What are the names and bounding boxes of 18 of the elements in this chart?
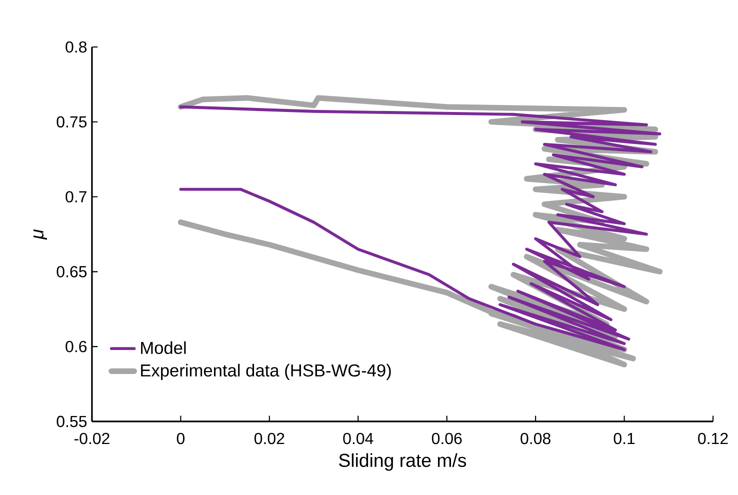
y-tick-label: 0.8 [66,41,87,53]
legend-label: Model [141,341,186,354]
y-tick-label: 0.65 [56,266,87,278]
x-tick-label: -0.02 [74,432,110,444]
x-axis-title: Sliding rate m/s [339,453,466,471]
x-tick-label: 0.1 [614,432,635,444]
y-axis-title: μ [34,230,47,240]
x-tick-label: 0.12 [698,432,728,444]
x-tick-label: 0.02 [254,432,284,444]
y-tick-label: 0.55 [56,416,87,428]
x-tick-label: 0.06 [432,432,462,444]
x-tick-label: 0 [176,432,185,444]
x-tick-label: 0.04 [343,432,374,444]
x-tick-label: 0.08 [520,432,550,444]
y-tick-label: 0.7 [66,191,86,203]
y-tick-label: 0.75 [56,116,87,128]
legend-label: Experimental data (HSB-WG-49) [141,364,391,380]
y-tick-label: 0.6 [66,341,87,352]
